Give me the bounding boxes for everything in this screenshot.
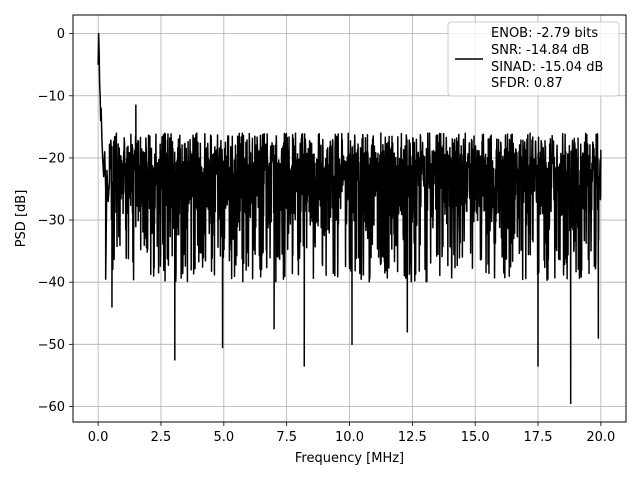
x-tick-label: 15.0 <box>461 430 490 445</box>
legend: ENOB: -2.79 bits SNR: -14.84 dB SINAD: -… <box>447 21 620 97</box>
x-axis: 0.0 2.5 5.0 7.5 10.0 12.5 15.0 17.5 20.0 <box>88 422 615 445</box>
y-tick-label: 0 <box>57 27 65 42</box>
y-tick-label: −40 <box>38 276 65 291</box>
x-tick-label: 17.5 <box>524 430 553 445</box>
x-tick-label: 10.0 <box>335 430 364 445</box>
y-tick-label: −60 <box>38 400 65 415</box>
y-axis-label: PSD [dB] <box>14 190 29 248</box>
legend-entry-snr: SNR: -14.84 dB <box>491 43 589 58</box>
legend-entry-sfdr: SFDR: 0.87 <box>491 76 563 91</box>
legend-entry-sinad: SINAD: -15.04 dB <box>491 60 603 75</box>
series-psd <box>97 32 602 405</box>
y-tick-label: −30 <box>38 214 65 229</box>
x-axis-label: Frequency [MHz] <box>295 451 404 466</box>
x-tick-label: 5.0 <box>213 430 234 445</box>
y-axis: 0 −10 −20 −30 −40 −50 −60 <box>38 27 73 415</box>
y-tick-label: −50 <box>38 338 65 353</box>
series-line <box>97 32 602 405</box>
x-tick-label: 12.5 <box>398 430 427 445</box>
x-tick-label: 20.0 <box>586 430 615 445</box>
y-tick-label: −20 <box>38 151 65 166</box>
x-tick-label: 7.5 <box>276 430 297 445</box>
y-tick-label: −10 <box>38 89 65 104</box>
legend-entry-enob: ENOB: -2.79 bits <box>491 26 598 41</box>
x-tick-label: 2.5 <box>151 430 172 445</box>
plot-area <box>97 32 602 405</box>
x-tick-label: 0.0 <box>88 430 109 445</box>
legend-frame <box>447 21 620 97</box>
